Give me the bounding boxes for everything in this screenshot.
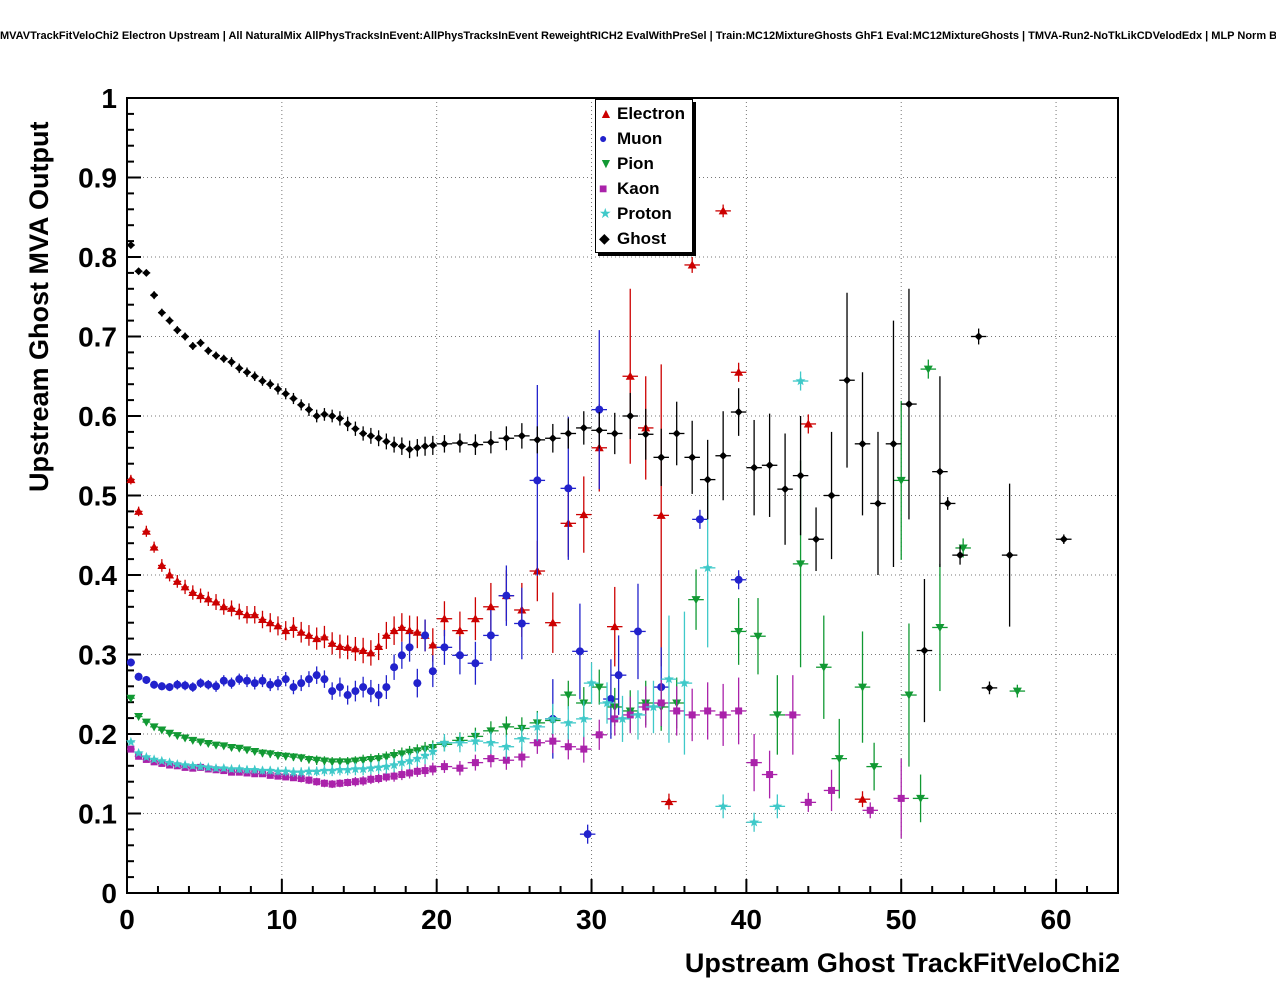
svg-text:50: 50 — [886, 904, 917, 935]
svg-text:0.2: 0.2 — [78, 719, 117, 750]
svg-text:0.4: 0.4 — [78, 560, 117, 591]
legend: ▲ Electron ● Muon ▼ Pion ■ Kaon ★ Proton… — [595, 99, 693, 253]
electron-marker-icon: ▲ — [599, 105, 613, 121]
svg-text:30: 30 — [576, 904, 607, 935]
svg-text:1: 1 — [101, 83, 117, 114]
legend-entry-pion: ▼ Pion — [599, 151, 689, 176]
y-axis-title: Upstream Ghost MVA Output — [24, 121, 54, 493]
svg-text:0: 0 — [119, 904, 135, 935]
kaon-marker-icon: ■ — [599, 180, 608, 196]
svg-text:0.9: 0.9 — [78, 163, 117, 194]
svg-text:0.7: 0.7 — [78, 322, 117, 353]
legend-label: Muon — [617, 129, 663, 148]
legend-label: Kaon — [617, 179, 660, 198]
legend-label: Proton — [617, 204, 672, 223]
svg-text:0: 0 — [101, 878, 117, 909]
svg-text:20: 20 — [421, 904, 452, 935]
legend-label: Electron — [617, 104, 686, 123]
svg-text:0.1: 0.1 — [78, 799, 117, 830]
svg-text:0.3: 0.3 — [78, 640, 117, 671]
svg-text:60: 60 — [1040, 904, 1071, 935]
svg-text:0.5: 0.5 — [78, 481, 117, 512]
legend-entry-kaon: ■ Kaon — [599, 176, 689, 201]
legend-label: Pion — [617, 154, 654, 173]
legend-entry-ghost: ◆ Ghost — [599, 226, 689, 251]
svg-text:0.8: 0.8 — [78, 242, 117, 273]
svg-text:0.6: 0.6 — [78, 401, 117, 432]
x-axis-title: Upstream Ghost TrackFitVeloChi2 — [684, 948, 1120, 978]
svg-text:10: 10 — [266, 904, 297, 935]
pion-marker-icon: ▼ — [599, 155, 613, 171]
legend-entry-electron: ▲ Electron — [599, 101, 689, 126]
plot-title: MVAVTrackFitVeloChi2 Electron Upstream |… — [0, 30, 1276, 42]
proton-marker-icon: ★ — [599, 205, 612, 221]
svg-text:40: 40 — [731, 904, 762, 935]
ghost-marker-icon: ◆ — [599, 230, 610, 246]
muon-marker-icon: ● — [599, 130, 608, 146]
legend-label: Ghost — [617, 229, 667, 248]
legend-entry-proton: ★ Proton — [599, 201, 689, 226]
legend-entry-muon: ● Muon — [599, 126, 689, 151]
